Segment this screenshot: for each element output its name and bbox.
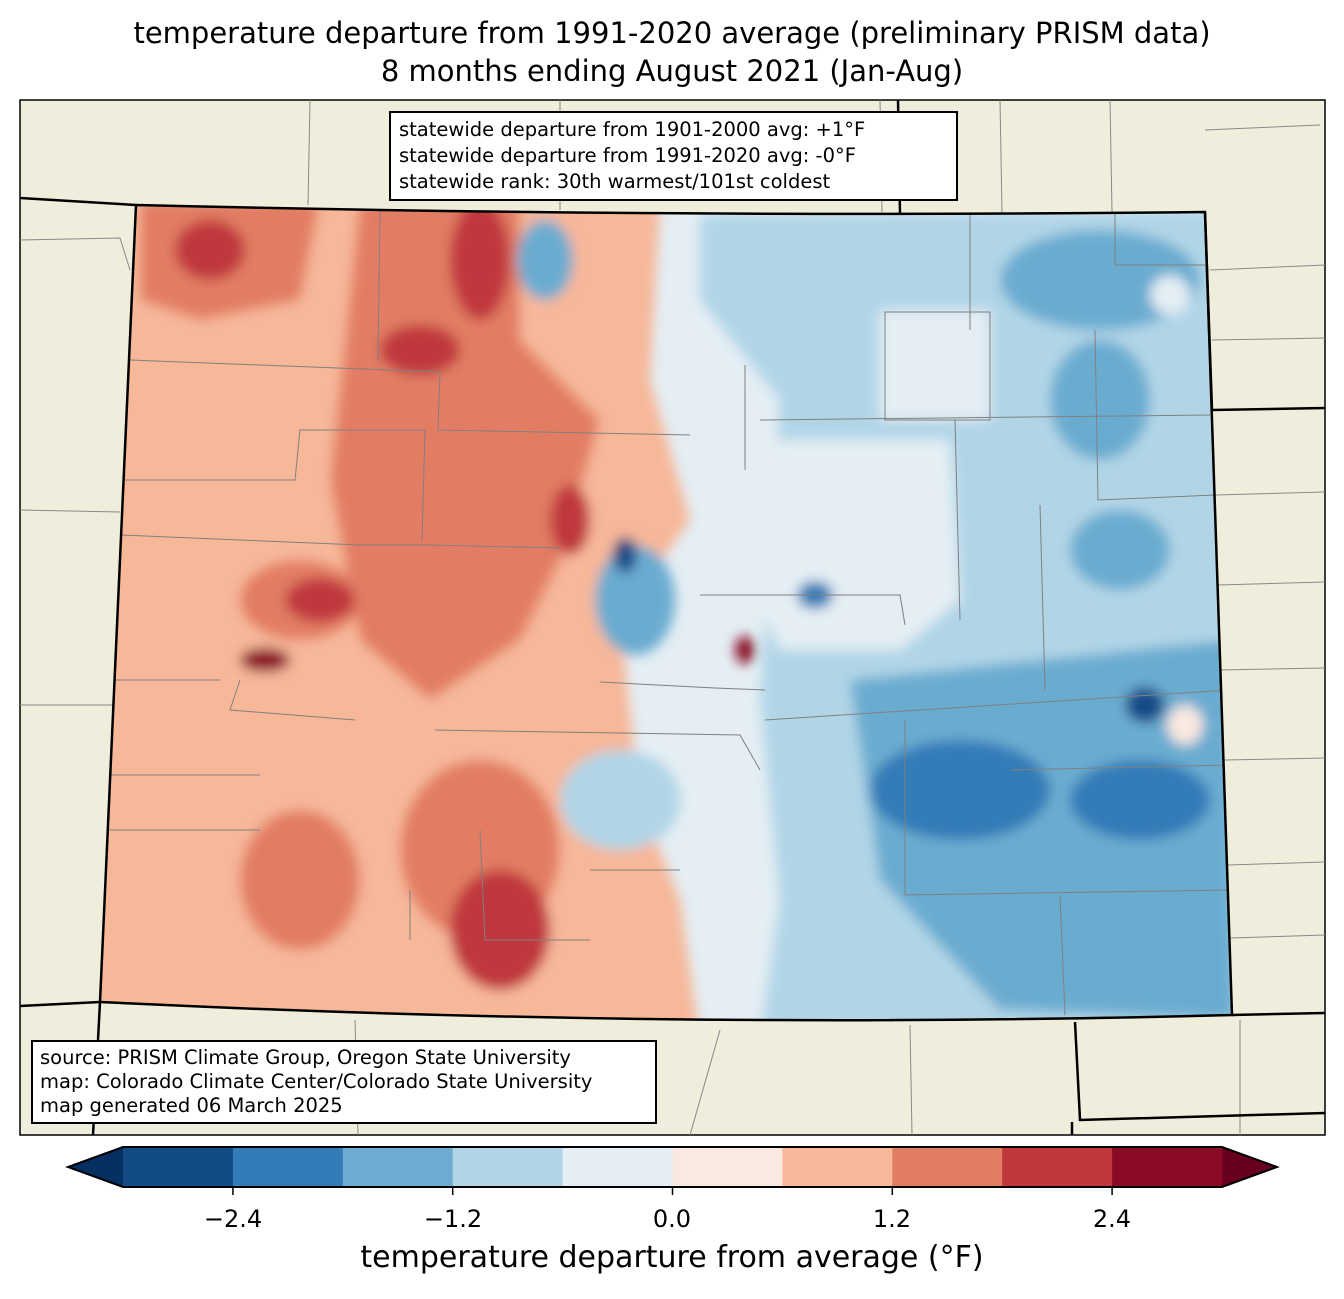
colorbar-segment	[782, 1147, 893, 1187]
colorbar-tick-label: 2.4	[1092, 1205, 1132, 1233]
statewide-stats-box: statewide departure from 1901-2000 avg: …	[389, 111, 958, 201]
map-credit-line: map: Colorado Climate Center/Colorado St…	[40, 1070, 593, 1093]
stats-line-1991-2020: statewide departure from 1991-2020 avg: …	[399, 144, 856, 167]
colorbar-segment	[123, 1147, 234, 1187]
generated-date-line: map generated 06 March 2025	[40, 1094, 343, 1117]
colorbar-segment	[342, 1147, 454, 1187]
state-borders	[19, 99, 1326, 1136]
colorbar-segment	[672, 1147, 783, 1187]
colorbar-over-extend	[1222, 1147, 1277, 1187]
colorbar-segment	[1002, 1147, 1113, 1187]
colorbar-under-extend	[68, 1147, 123, 1187]
colorbar-segment	[1112, 1147, 1223, 1187]
colorbar	[65, 1146, 1280, 1195]
source-line: source: PRISM Climate Group, Oregon Stat…	[40, 1046, 571, 1069]
temperature-departure-field	[100, 205, 1232, 1021]
colorbar-segment	[232, 1147, 344, 1187]
source-box: source: PRISM Climate Group, Oregon Stat…	[31, 1040, 657, 1124]
colorbar-outline	[65, 1146, 1280, 1188]
map-title: temperature departure from 1991-2020 ave…	[133, 16, 1211, 50]
neighbor-county-lines	[19, 99, 1326, 1136]
colorbar-segment	[452, 1147, 564, 1187]
colorbar-segment	[892, 1147, 1003, 1187]
county-lines	[108, 209, 1231, 1016]
map-subtitle: 8 months ending August 2021 (Jan-Aug)	[380, 54, 964, 88]
colorbar-segment	[562, 1147, 673, 1187]
colorbar-tick-label: −2.4	[203, 1205, 263, 1233]
stats-line-rank: statewide rank: 30th warmest/101st colde…	[399, 170, 831, 193]
colorbar-tick-label: −1.2	[423, 1205, 483, 1233]
colorbar-label: temperature departure from average (°F)	[360, 1240, 984, 1275]
stats-line-1901-2000: statewide departure from 1901-2000 avg: …	[399, 118, 866, 141]
colorbar-tick-label: 1.2	[872, 1205, 912, 1233]
colorbar-tick-label: 0.0	[652, 1205, 692, 1233]
